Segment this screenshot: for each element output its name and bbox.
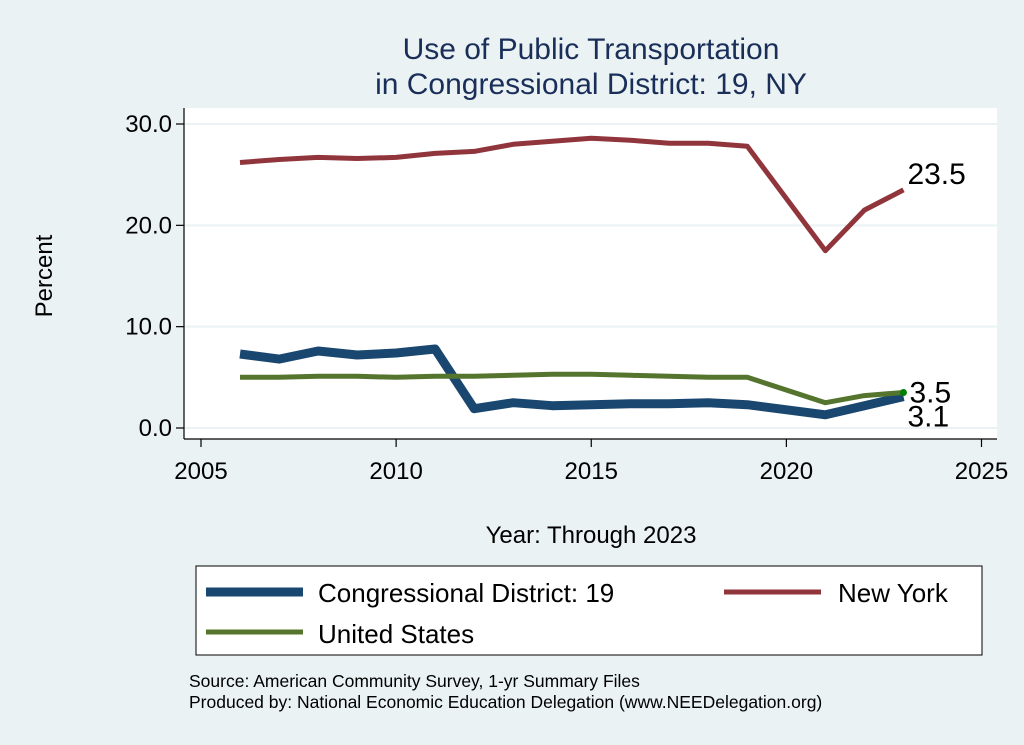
x-axis-label: Year: Through 2023: [486, 522, 697, 549]
legend-label: New York: [838, 578, 949, 608]
end-value-label: 3.5: [909, 377, 951, 410]
series-line-new-york: [239, 135, 905, 254]
data-labels: 3.1 23.5 3.5: [907, 158, 965, 434]
plot-area: [184, 108, 997, 439]
gridlines: [184, 123, 997, 429]
series-line-united-states: [240, 371, 904, 406]
producer-note: Produced by: National Economic Education…: [189, 692, 822, 712]
x-tick-label: 2010: [369, 458, 422, 485]
axes: 0.0 10.0 20.0 30.0 2005 2010 2015 2020 2025: [125, 108, 1008, 485]
x-tick-label: 2015: [565, 458, 618, 485]
legend-label: Congressional District: 19: [318, 578, 614, 608]
y-tick-label: 30.0: [125, 111, 172, 138]
end-value-label: 23.5: [907, 158, 965, 191]
us-end-marker: [899, 389, 907, 397]
y-axis-label: Percent: [31, 234, 58, 317]
series-line-congressional-district-19: [239, 344, 905, 420]
legend-label: United States: [318, 619, 474, 649]
chart-title-line-1: Use of Public Transportation: [403, 33, 780, 66]
series-lines: [239, 135, 907, 420]
y-tick-label: 20.0: [125, 212, 172, 239]
end-value-label: 3.1: [907, 401, 949, 434]
y-tick-label: 0.0: [139, 415, 172, 442]
source-note: Source: American Community Survey, 1-yr …: [189, 671, 640, 691]
legend-box: [195, 565, 983, 656]
chart-title-line-2: in Congressional District: 19, NY: [375, 68, 807, 101]
x-tick-label: 2005: [174, 458, 227, 485]
legend: Congressional District: 19 New York United…: [195, 565, 983, 656]
x-tick-label: 2020: [760, 458, 813, 485]
y-tick-label: 10.0: [125, 314, 172, 341]
x-tick-label: 2025: [955, 458, 1008, 485]
